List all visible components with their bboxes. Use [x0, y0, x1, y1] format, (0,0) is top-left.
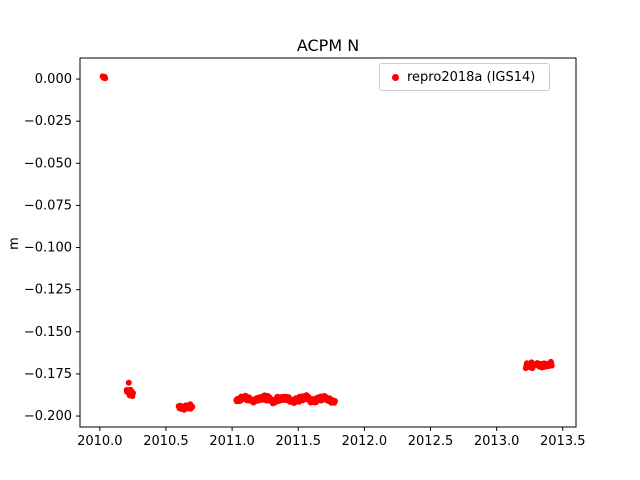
x-tick-label: 2012.0: [342, 434, 388, 449]
y-tick-label: −0.050: [24, 156, 72, 171]
x-tick-label: 2010.5: [143, 434, 189, 449]
y-tick-label: −0.100: [24, 241, 72, 256]
x-tick-label: 2010.0: [77, 434, 123, 449]
y-tick-label: −0.075: [24, 198, 72, 213]
x-tick-label: 2013.5: [540, 434, 586, 449]
y-tick-label: −0.175: [24, 367, 72, 382]
y-tick-label: −0.150: [24, 325, 72, 340]
x-tick-label: 2011.5: [275, 434, 321, 449]
y-tick-label: 0.000: [35, 72, 72, 87]
y-tick-label: −0.200: [24, 409, 72, 424]
y-tick-label: −0.025: [24, 114, 72, 129]
scatter-points: [99, 73, 555, 413]
legend-label: repro2018a (IGS14): [407, 69, 536, 85]
y-tick-label: −0.125: [24, 283, 72, 298]
legend-marker-icon: [392, 73, 399, 81]
x-axis-ticks: 2010.0 2010.5 2011.0 2011.5 2012.0 2012.5 2013…: [77, 427, 586, 449]
x-tick-label: 2011.0: [209, 434, 255, 449]
chart-title: ACPM N: [296, 36, 360, 55]
y-axis-ticks: 0.000 −0.025 −0.050 −0.075 −0.100 −0.125 −0.15…: [24, 72, 80, 424]
plot-frame: [79, 57, 577, 428]
x-tick-label: 2013.0: [474, 434, 520, 449]
x-tick-label: 2012.5: [408, 434, 454, 449]
legend: repro2018a (IGS14): [379, 63, 551, 91]
